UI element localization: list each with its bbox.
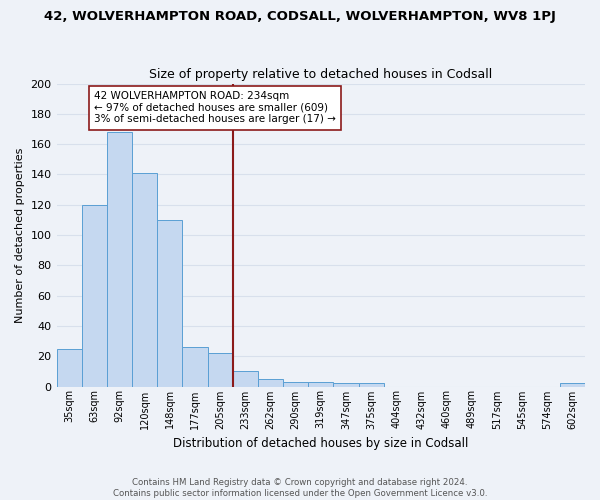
Title: Size of property relative to detached houses in Codsall: Size of property relative to detached ho… (149, 68, 493, 81)
Bar (258, 379, 283, 386)
Bar (208, 353, 233, 386)
Bar (107, 132, 132, 386)
X-axis label: Distribution of detached houses by size in Codsall: Distribution of detached houses by size … (173, 437, 469, 450)
Bar (82, 204, 107, 386)
Text: Contains HM Land Registry data © Crown copyright and database right 2024.
Contai: Contains HM Land Registry data © Crown c… (113, 478, 487, 498)
Bar (157, 220, 182, 386)
Bar (308, 382, 334, 386)
Bar (359, 384, 383, 386)
Bar (56, 348, 82, 387)
Bar (334, 384, 359, 386)
Bar (132, 173, 157, 386)
Text: 42 WOLVERHAMPTON ROAD: 234sqm
← 97% of detached houses are smaller (609)
3% of s: 42 WOLVERHAMPTON ROAD: 234sqm ← 97% of d… (94, 91, 336, 124)
Bar (283, 382, 308, 386)
Bar (233, 372, 258, 386)
Bar (182, 347, 208, 387)
Y-axis label: Number of detached properties: Number of detached properties (15, 148, 25, 322)
Bar (560, 384, 585, 386)
Text: 42, WOLVERHAMPTON ROAD, CODSALL, WOLVERHAMPTON, WV8 1PJ: 42, WOLVERHAMPTON ROAD, CODSALL, WOLVERH… (44, 10, 556, 23)
